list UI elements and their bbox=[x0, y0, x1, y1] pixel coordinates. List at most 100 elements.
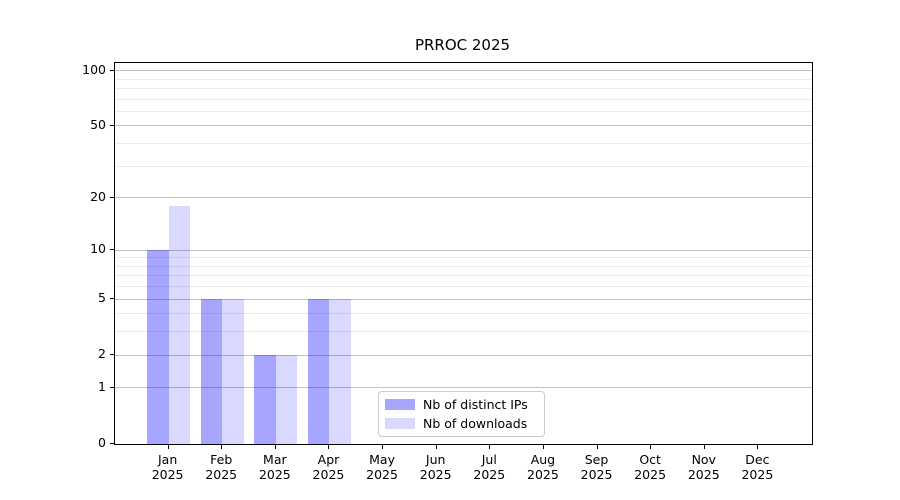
y-tick-label: 0 bbox=[98, 435, 106, 450]
major-gridline bbox=[115, 125, 812, 127]
x-tick-label: Feb 2025 bbox=[193, 452, 249, 482]
minor-gridline bbox=[115, 275, 812, 277]
bar-distinct-ips-mar bbox=[254, 355, 276, 444]
x-tick-label-year: 2025 bbox=[205, 467, 238, 482]
x-tick-label-month: Feb bbox=[210, 452, 233, 467]
y-tick-mark bbox=[110, 69, 114, 71]
major-gridline bbox=[115, 197, 812, 199]
x-tick-label-year: 2025 bbox=[527, 467, 559, 482]
x-tick-label: Apr 2025 bbox=[300, 452, 356, 482]
minor-gridline bbox=[115, 265, 812, 267]
x-tick-mark bbox=[328, 445, 330, 449]
bar-distinct-ips-jan bbox=[147, 250, 169, 444]
x-tick-mark bbox=[542, 445, 544, 449]
x-tick-mark bbox=[703, 445, 705, 449]
bar-distinct-ips-feb bbox=[200, 299, 223, 444]
y-tick-label: 5 bbox=[98, 290, 106, 306]
x-tick-label: Nov 2025 bbox=[676, 452, 732, 482]
minor-gridline bbox=[115, 87, 812, 89]
x-tick-label-month: Apr bbox=[317, 452, 340, 467]
x-tick-label-month: Oct bbox=[639, 452, 661, 467]
legend-label-downloads: Nb of downloads bbox=[423, 416, 528, 431]
major-gridline bbox=[115, 387, 812, 389]
bar-distinct-ips-apr bbox=[308, 299, 330, 444]
y-tick-mark bbox=[110, 249, 114, 250]
x-tick-label: Jan 2025 bbox=[140, 452, 196, 482]
y-tick-mark bbox=[110, 196, 114, 198]
legend-swatch-distinct-ips bbox=[385, 399, 415, 410]
y-tick-label: 100 bbox=[82, 61, 106, 77]
x-tick-label-month: Sep bbox=[584, 452, 609, 467]
legend-entry-downloads: Nb of downloads bbox=[385, 416, 538, 431]
major-gridline bbox=[115, 354, 812, 356]
chart-title: PRROC 2025 bbox=[414, 36, 511, 54]
x-tick-mark bbox=[650, 445, 652, 449]
major-gridline bbox=[115, 298, 812, 300]
y-tick-mark bbox=[110, 386, 114, 388]
legend: Nb of distinct IPs Nb of downloads bbox=[378, 391, 545, 437]
x-tick-label: Jun 2025 bbox=[408, 452, 464, 482]
x-tick-label-year: 2025 bbox=[580, 467, 613, 482]
minor-gridline bbox=[115, 313, 812, 315]
minor-gridline bbox=[115, 110, 812, 112]
x-tick-label: Sep 2025 bbox=[569, 452, 625, 482]
x-tick-mark bbox=[382, 445, 384, 449]
x-tick-mark bbox=[435, 445, 437, 449]
x-tick-label-year: 2025 bbox=[634, 467, 667, 482]
y-tick-mark bbox=[110, 354, 114, 356]
minor-gridline bbox=[115, 286, 812, 288]
minor-gridline bbox=[115, 331, 812, 333]
x-tick-label-year: 2025 bbox=[366, 467, 398, 482]
minor-gridline bbox=[115, 78, 812, 80]
major-gridline bbox=[115, 70, 812, 72]
x-tick-label-year: 2025 bbox=[419, 467, 452, 482]
y-tick-label: 2 bbox=[98, 346, 106, 362]
x-tick-label-year: 2025 bbox=[151, 467, 184, 482]
y-tick-mark bbox=[110, 298, 114, 300]
minor-gridline bbox=[115, 257, 812, 259]
bar-downloads-feb bbox=[222, 299, 244, 444]
x-tick-label-year: 2025 bbox=[687, 467, 720, 482]
x-tick-mark bbox=[489, 445, 491, 449]
x-tick-label-year: 2025 bbox=[741, 467, 774, 482]
y-tick-label: 50 bbox=[90, 116, 106, 132]
y-tick-label: 20 bbox=[90, 188, 106, 204]
y-tick-mark bbox=[110, 124, 114, 126]
x-tick-label: Aug 2025 bbox=[515, 452, 571, 482]
minor-gridline bbox=[115, 98, 812, 100]
x-tick-label-year: 2025 bbox=[258, 467, 291, 482]
x-tick-label-month: May bbox=[369, 452, 395, 467]
major-gridline bbox=[115, 249, 812, 251]
x-tick-label: Oct 2025 bbox=[622, 452, 678, 482]
y-tick-label: 1 bbox=[98, 378, 106, 394]
minor-gridline bbox=[115, 165, 812, 167]
minor-gridline bbox=[115, 143, 812, 145]
x-tick-label-month: Jul bbox=[481, 452, 497, 467]
x-tick-label-year: 2025 bbox=[312, 467, 345, 482]
x-tick-label-month: Mar bbox=[263, 452, 287, 467]
x-tick-mark bbox=[757, 445, 759, 449]
x-tick-label-month: Aug bbox=[530, 452, 556, 467]
x-tick-label-month: Jun bbox=[425, 452, 446, 467]
y-tick-label: 10 bbox=[90, 241, 106, 256]
x-tick-mark bbox=[596, 445, 598, 449]
bar-downloads-apr bbox=[329, 299, 351, 444]
x-tick-mark bbox=[274, 445, 276, 449]
x-tick-label-month: Jan bbox=[157, 452, 178, 467]
legend-entry-distinct-ips: Nb of distinct IPs bbox=[385, 397, 538, 412]
bar-downloads-jan bbox=[168, 205, 191, 444]
x-tick-label: Dec 2025 bbox=[729, 452, 785, 482]
x-tick-label: Jul 2025 bbox=[461, 452, 517, 482]
plot-area bbox=[114, 62, 813, 445]
x-tick-label: May 2025 bbox=[354, 452, 410, 482]
legend-swatch-downloads bbox=[385, 418, 415, 429]
x-tick-mark bbox=[167, 445, 169, 449]
x-tick-label-month: Dec bbox=[745, 452, 770, 467]
y-tick-mark bbox=[110, 443, 114, 444]
legend-label-distinct-ips: Nb of distinct IPs bbox=[423, 397, 528, 412]
x-tick-mark bbox=[221, 445, 223, 449]
x-tick-label-month: Nov bbox=[691, 452, 716, 467]
x-tick-label-year: 2025 bbox=[473, 467, 506, 482]
x-tick-label: Mar 2025 bbox=[247, 452, 303, 482]
